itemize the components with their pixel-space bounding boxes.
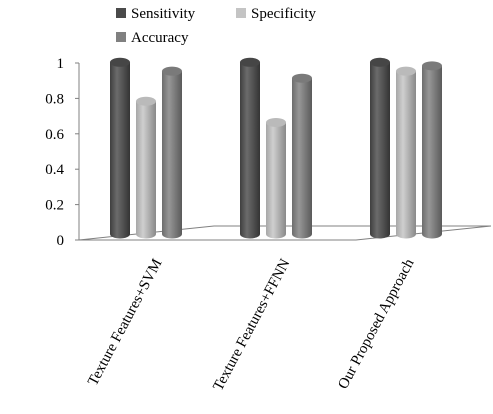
bar-specificity-3: [396, 66, 416, 239]
y-tick-label: 0.4: [45, 162, 64, 178]
bar-accuracy-3: [422, 61, 442, 239]
y-ticks: 0 0.2 0.4 0.6 0.8 1: [45, 56, 79, 249]
bars: [110, 57, 442, 239]
legend-swatch-sensitivity: [116, 8, 126, 18]
x-label-our-proposed-approach: Our Proposed Approach: [335, 256, 417, 392]
legend-label-accuracy: Accuracy: [131, 30, 189, 46]
x-label-texture-features-svm: Texture Features+SVM: [85, 256, 165, 388]
bar-specificity-2: [266, 117, 286, 239]
bar-accuracy-2: [292, 73, 312, 239]
y-tick-label: 0: [57, 233, 65, 249]
y-tick-label: 0.2: [45, 198, 64, 214]
y-tick-label: 0.6: [45, 127, 64, 143]
legend-label-specificity: Specificity: [251, 6, 316, 22]
legend-swatch-accuracy: [116, 32, 126, 42]
bar-accuracy-1: [162, 66, 182, 239]
legend-label-sensitivity: Sensitivity: [131, 6, 196, 22]
x-label-texture-features-ffnn: Texture Features+FFNN: [210, 256, 293, 393]
legend: Sensitivity Specificity Accuracy: [116, 6, 316, 46]
bar-specificity-1: [136, 96, 156, 239]
bar-sensitivity-1: [110, 57, 130, 239]
y-tick-label: 0.8: [45, 91, 64, 107]
legend-swatch-specificity: [236, 8, 246, 18]
y-tick-label: 1: [57, 56, 65, 72]
bar-sensitivity-2: [240, 57, 260, 239]
bar-sensitivity-3: [370, 57, 390, 239]
x-labels: Texture Features+SVM Texture Features+FFN…: [85, 256, 418, 394]
